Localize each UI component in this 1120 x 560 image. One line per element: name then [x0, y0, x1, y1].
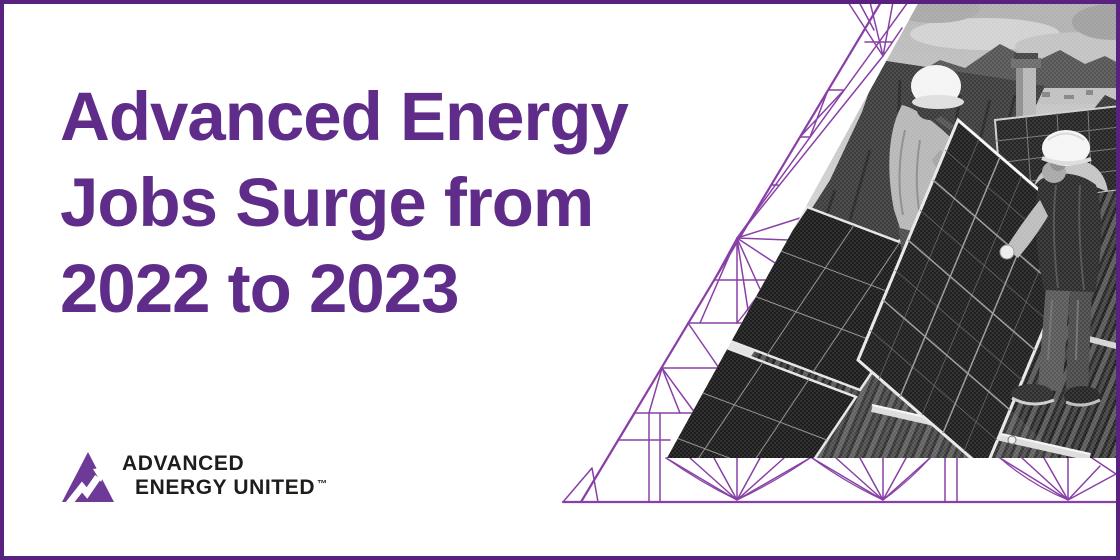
headline-line-3: 2022 to 2023 [60, 250, 459, 328]
trademark-symbol: ™ [317, 479, 328, 490]
logo-text: ADVANCED ENERGY UNITED ™ [122, 452, 327, 504]
headline: Advanced Energy Jobs Surge from 2022 to … [60, 74, 629, 332]
mesh-lines [561, 0, 1118, 504]
logo-line-1: ADVANCED [122, 452, 245, 475]
advanced-energy-united-logo: ADVANCED ENERGY UNITED ™ [62, 450, 327, 504]
logo-line-2: ENERGY UNITED ™ [135, 476, 328, 499]
headline-line-2: Jobs Surge from [60, 164, 594, 242]
headline-line-1: Advanced Energy [60, 78, 629, 156]
solar-installation-photo [667, 0, 1120, 458]
triangle-arrow-icon [62, 452, 114, 504]
